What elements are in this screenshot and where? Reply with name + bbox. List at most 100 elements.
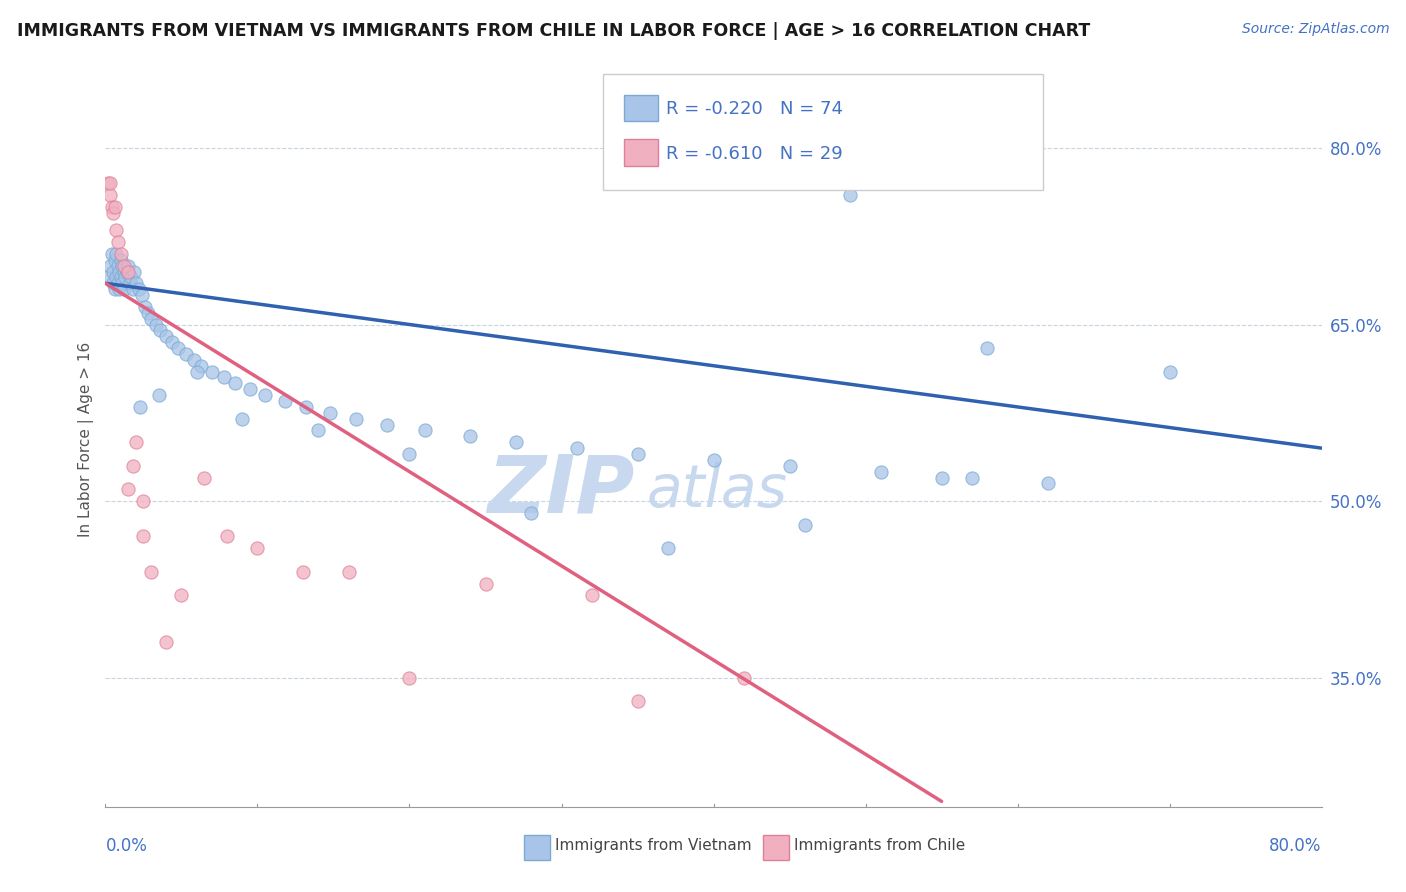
Point bbox=[1036, 476, 1059, 491]
Point bbox=[97, 176, 120, 190]
Point bbox=[98, 188, 121, 202]
Point bbox=[105, 270, 128, 285]
Point bbox=[112, 264, 135, 278]
Point bbox=[337, 565, 360, 579]
Point bbox=[148, 388, 170, 402]
Point bbox=[839, 188, 862, 202]
Point bbox=[231, 411, 253, 425]
Point bbox=[657, 541, 679, 556]
Point bbox=[167, 341, 190, 355]
Text: 0.0%: 0.0% bbox=[105, 837, 148, 855]
Point bbox=[458, 429, 481, 443]
Point bbox=[103, 282, 125, 296]
Text: Immigrants from Vietnam: Immigrants from Vietnam bbox=[555, 838, 752, 853]
Text: 80.0%: 80.0% bbox=[1270, 837, 1322, 855]
Point bbox=[105, 247, 128, 261]
Point bbox=[155, 329, 177, 343]
Text: ZIP: ZIP bbox=[486, 452, 634, 530]
Point bbox=[98, 176, 121, 190]
Point bbox=[139, 311, 162, 326]
Point bbox=[217, 529, 239, 543]
Point bbox=[733, 671, 755, 685]
Point bbox=[793, 517, 815, 532]
Point bbox=[132, 529, 155, 543]
Point bbox=[120, 270, 142, 285]
Point bbox=[117, 264, 139, 278]
Point bbox=[110, 270, 132, 285]
Point bbox=[107, 235, 129, 249]
Point bbox=[115, 264, 138, 278]
Text: atlas: atlas bbox=[647, 462, 787, 519]
Point bbox=[581, 588, 603, 602]
Point bbox=[97, 270, 120, 285]
Point bbox=[183, 352, 205, 367]
Text: R = -0.220   N = 74: R = -0.220 N = 74 bbox=[666, 100, 844, 118]
Text: Immigrants from Chile: Immigrants from Chile bbox=[794, 838, 966, 853]
Point bbox=[254, 388, 277, 402]
Point bbox=[101, 205, 124, 219]
Point bbox=[149, 323, 172, 337]
Point bbox=[111, 277, 134, 291]
Point bbox=[307, 424, 329, 438]
Point bbox=[193, 470, 215, 484]
Point bbox=[139, 565, 162, 579]
Y-axis label: In Labor Force | Age > 16: In Labor Force | Age > 16 bbox=[79, 342, 94, 537]
Point bbox=[103, 252, 125, 267]
Point bbox=[565, 441, 588, 455]
Point bbox=[295, 400, 318, 414]
Text: IMMIGRANTS FROM VIETNAM VS IMMIGRANTS FROM CHILE IN LABOR FORCE | AGE > 16 CORRE: IMMIGRANTS FROM VIETNAM VS IMMIGRANTS FR… bbox=[17, 22, 1090, 40]
Point bbox=[132, 494, 155, 508]
Point bbox=[319, 406, 342, 420]
Point bbox=[274, 394, 297, 409]
Point bbox=[626, 694, 648, 708]
Text: R = -0.610   N = 29: R = -0.610 N = 29 bbox=[666, 145, 844, 162]
Point bbox=[413, 424, 436, 438]
Point bbox=[105, 223, 128, 237]
Point bbox=[162, 335, 184, 350]
Point bbox=[212, 370, 235, 384]
Point bbox=[112, 282, 135, 296]
Point bbox=[375, 417, 398, 432]
Point bbox=[118, 277, 141, 291]
Point bbox=[125, 435, 148, 450]
Point bbox=[114, 270, 136, 285]
Point bbox=[129, 400, 152, 414]
Point bbox=[103, 200, 125, 214]
Point bbox=[960, 470, 983, 484]
Point bbox=[869, 465, 891, 479]
Point bbox=[190, 359, 212, 373]
Point bbox=[117, 259, 139, 273]
Point bbox=[702, 453, 725, 467]
Point bbox=[108, 264, 131, 278]
Point bbox=[155, 635, 177, 649]
Point bbox=[292, 565, 315, 579]
Point bbox=[108, 282, 131, 296]
Point bbox=[239, 382, 262, 396]
Point bbox=[107, 259, 129, 273]
Point bbox=[1159, 365, 1181, 379]
Point bbox=[112, 259, 135, 273]
Point bbox=[111, 259, 134, 273]
Point bbox=[107, 277, 129, 291]
Point bbox=[201, 365, 224, 379]
Point bbox=[626, 447, 648, 461]
Point bbox=[121, 282, 143, 296]
Point bbox=[931, 470, 953, 484]
Point bbox=[976, 341, 998, 355]
Point bbox=[100, 247, 122, 261]
Point bbox=[246, 541, 269, 556]
Point bbox=[136, 306, 159, 320]
Point bbox=[110, 252, 132, 267]
Point bbox=[134, 300, 156, 314]
Point bbox=[100, 200, 122, 214]
Point bbox=[505, 435, 527, 450]
Point bbox=[398, 671, 420, 685]
Point bbox=[110, 247, 132, 261]
Point bbox=[224, 376, 246, 391]
Point bbox=[344, 411, 367, 425]
Point bbox=[186, 365, 208, 379]
Point bbox=[1341, 277, 1364, 291]
Point bbox=[779, 458, 801, 473]
Point bbox=[125, 277, 148, 291]
Point bbox=[131, 288, 153, 302]
